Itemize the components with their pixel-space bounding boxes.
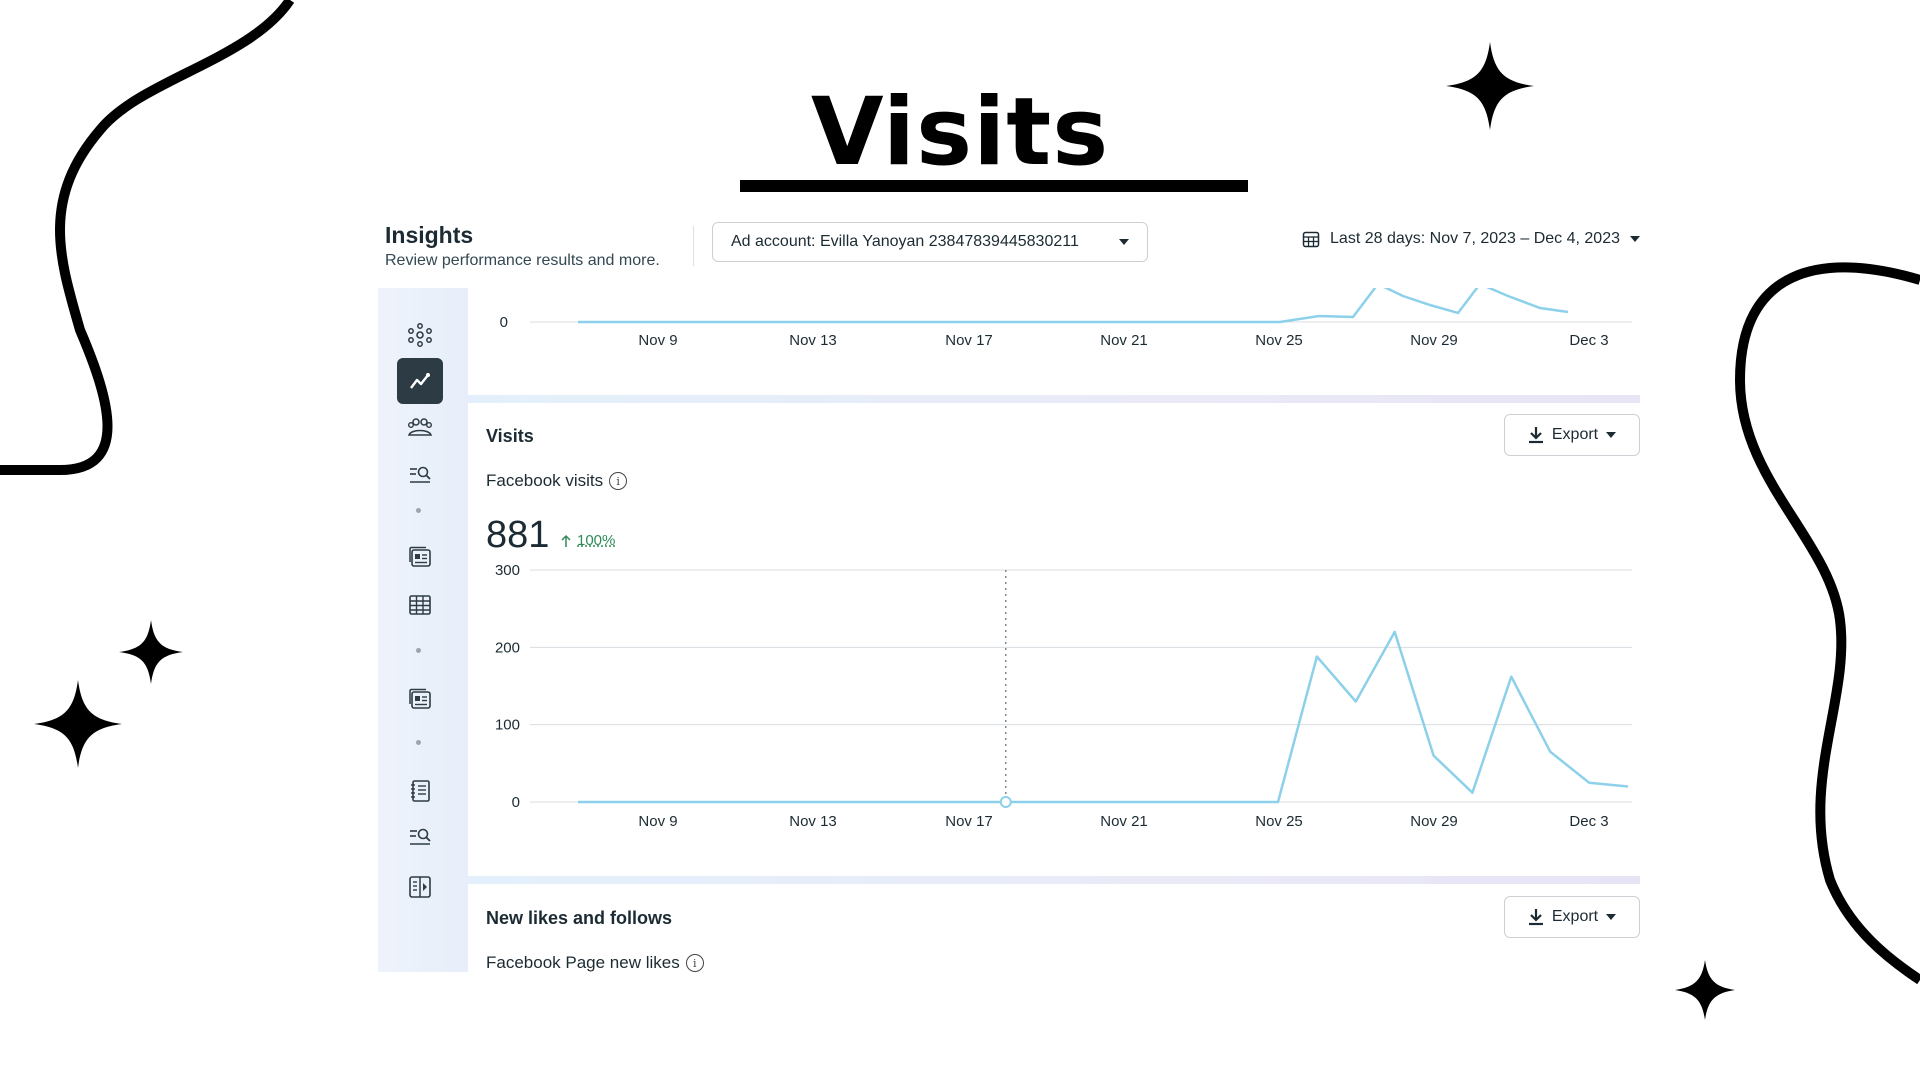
series-line-partial <box>578 288 1569 324</box>
header-divider <box>693 226 694 266</box>
section-separator <box>468 876 1640 884</box>
x-tick-label: Nov 21 <box>1100 332 1148 349</box>
page-title: Insights <box>385 222 474 248</box>
x-tick-label: Dec 3 <box>1569 813 1608 830</box>
export-label: Export <box>1551 908 1599 925</box>
info-icon[interactable]: i <box>685 954 704 972</box>
visits-export-button[interactable]: Export <box>1504 414 1640 456</box>
x-tick-label: Nov 17 <box>945 332 993 349</box>
y-tick-label: 300 <box>495 562 520 579</box>
x-tick-label: Nov 25 <box>1255 332 1303 349</box>
visits-chart: 0 100 200 300 Nov 9 Nov 13 Nov 17 Nov 21 Nov 25 N… <box>495 562 1632 830</box>
sparkle-icon-left-small <box>119 620 183 684</box>
book-icon[interactable] <box>397 864 443 910</box>
data-point-marker <box>999 796 1012 808</box>
x-tick-label: Nov 29 <box>1410 813 1458 830</box>
arrow-up-icon <box>561 534 571 547</box>
x-tick-label: Nov 29 <box>1410 332 1458 349</box>
ad-account-dropdown[interactable]: Ad account: Evilla Yanoyan 2384783944583… <box>712 222 1148 262</box>
section-separator <box>468 395 1640 403</box>
y-tick-label: 0 <box>512 794 520 811</box>
content-icon-2[interactable] <box>397 676 443 722</box>
main-content: 0 Nov 9 Nov 13 Nov 17 Nov 21 Nov 25 Nov 29 Dec … <box>468 288 1640 972</box>
sidebar-separator-dot <box>416 648 421 653</box>
chevron-down-icon <box>1606 914 1617 920</box>
sidebar-separator-dot <box>416 508 421 513</box>
metric-label-text: Facebook visits <box>486 471 604 490</box>
title-underline <box>740 180 1248 192</box>
notebook-icon[interactable] <box>397 768 443 814</box>
slide-title: Visits <box>810 78 1110 187</box>
download-icon <box>1528 909 1543 926</box>
sidebar-separator-dot <box>416 740 421 745</box>
x-tick-label: Nov 17 <box>945 813 993 830</box>
y-tick-label: 200 <box>495 639 520 656</box>
x-tick-label: Nov 25 <box>1255 813 1303 830</box>
trend-icon[interactable] <box>397 358 443 404</box>
x-tick-label: Nov 9 <box>638 813 677 830</box>
decorative-curve-right <box>1734 262 1920 985</box>
date-range-selector[interactable]: Last 28 days: Nov 7, 2023 – Dec 4, 2023 <box>1302 230 1640 248</box>
export-label: Export <box>1551 426 1599 443</box>
facebook-visits-label: Facebook visits i <box>486 471 628 491</box>
sparkle-icon-left-large <box>34 680 122 768</box>
likes-export-button[interactable]: Export <box>1504 896 1640 938</box>
metric-label-text: Facebook Page new likes <box>486 953 680 972</box>
visits-metric-value: 881 <box>486 514 550 556</box>
previous-chart: 0 Nov 9 Nov 13 Nov 17 Nov 21 Nov 25 Nov 29 Dec … <box>500 288 1632 349</box>
series-line <box>578 630 1629 804</box>
x-tick-label: Nov 21 <box>1100 813 1148 830</box>
content-icon[interactable] <box>397 534 443 580</box>
search-list-icon-2[interactable] <box>397 814 443 860</box>
y-tick-label: 100 <box>495 717 520 734</box>
visits-metric-change: 100% <box>561 532 615 549</box>
x-tick-label: Nov 9 <box>638 332 677 349</box>
insights-header: Insights Review performance results and … <box>378 212 1640 288</box>
ad-account-label: Ad account: Evilla Yanoyan 2384783944583… <box>731 233 1079 250</box>
y-tick-label: 0 <box>500 314 508 331</box>
likes-card-title: New likes and follows <box>486 908 673 928</box>
x-tick-label: Dec 3 <box>1569 332 1608 349</box>
sparkle-icon-bottom-right <box>1675 960 1735 1020</box>
audience-icon[interactable] <box>397 404 443 450</box>
info-icon[interactable]: i <box>609 472 628 490</box>
chevron-down-icon <box>1119 239 1129 245</box>
page-new-likes-label: Facebook Page new likes i <box>486 953 704 972</box>
calendar-icon <box>1302 231 1320 248</box>
overview-icon[interactable] <box>397 312 443 358</box>
visits-card-title: Visits <box>486 426 534 446</box>
chevron-down-icon <box>1630 236 1640 242</box>
x-tick-label: Nov 13 <box>789 813 837 830</box>
date-range-label: Last 28 days: Nov 7, 2023 – Dec 4, 2023 <box>1330 230 1620 247</box>
insights-screenshot: Insights Review performance results and … <box>378 212 1640 972</box>
metric-change-percent: 100% <box>577 532 616 549</box>
decorative-curve-left <box>0 0 295 475</box>
download-icon <box>1528 427 1543 444</box>
table-icon[interactable] <box>397 582 443 628</box>
search-list-icon[interactable] <box>397 452 443 498</box>
chevron-down-icon <box>1606 432 1617 438</box>
sidebar <box>378 288 468 972</box>
x-tick-label: Nov 13 <box>789 332 837 349</box>
page-subtitle: Review performance results and more. <box>385 252 660 269</box>
